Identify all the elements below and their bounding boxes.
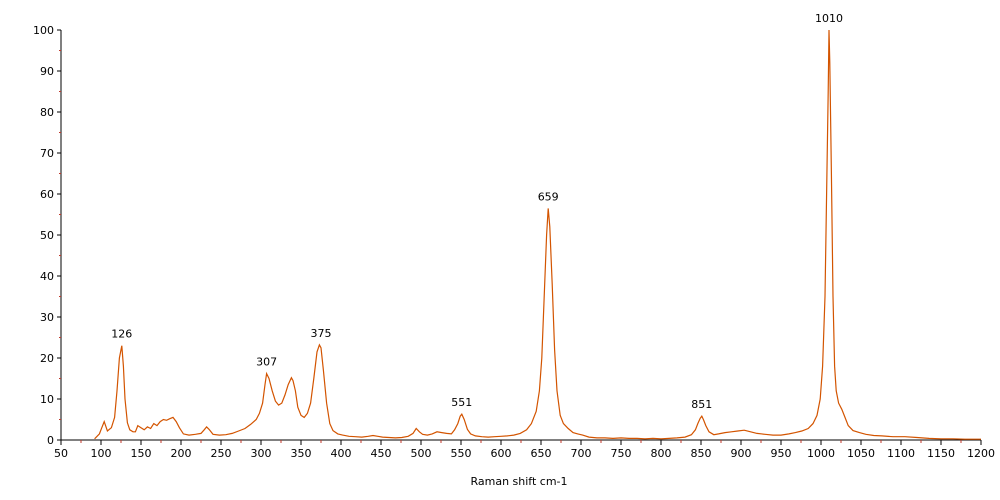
- x-tick-label: 1100: [887, 447, 915, 460]
- x-tick-label: 200: [171, 447, 192, 460]
- x-tick-label: 450: [371, 447, 392, 460]
- x-tick-label: 850: [691, 447, 712, 460]
- x-tick-label: 400: [331, 447, 352, 460]
- y-tick-label: 90: [40, 65, 54, 78]
- y-tick-label: 80: [40, 106, 54, 119]
- x-tick-label: 500: [411, 447, 432, 460]
- x-tick-label: 50: [54, 447, 68, 460]
- y-tick-label: 70: [40, 147, 54, 160]
- spectrum-line: [94, 29, 981, 440]
- x-tick-label: 100: [91, 447, 112, 460]
- y-tick-label: 100: [33, 24, 54, 37]
- peak-labels: 126 307 375 551 659 851 1010: [111, 12, 843, 411]
- x-axis-ticks: 50 100 150 200 250 300 350 400 450 500 550 600 650 70…: [54, 440, 995, 460]
- peak-label: 551: [451, 396, 472, 409]
- peak-label: 375: [311, 327, 332, 340]
- x-axis-label: Raman shift cm-1: [470, 475, 567, 488]
- y-tick-label: 40: [40, 270, 54, 283]
- axes: [60, 30, 981, 441]
- plot-area: [94, 29, 981, 440]
- x-tick-label: 800: [651, 447, 672, 460]
- peak-label: 1010: [815, 12, 843, 25]
- x-tick-label: 1200: [967, 447, 995, 460]
- x-tick-label: 650: [531, 447, 552, 460]
- x-tick-label: 950: [771, 447, 792, 460]
- x-tick-label: 1150: [927, 447, 955, 460]
- x-tick-label: 150: [131, 447, 152, 460]
- y-tick-label: 20: [40, 352, 54, 365]
- x-tick-label: 350: [291, 447, 312, 460]
- peak-label: 126: [111, 328, 132, 341]
- x-tick-label: 750: [611, 447, 632, 460]
- y-tick-label: 10: [40, 393, 54, 406]
- peak-label: 851: [691, 398, 712, 411]
- x-tick-label: 550: [451, 447, 472, 460]
- x-tick-label: 700: [571, 447, 592, 460]
- y-tick-label: 0: [47, 434, 54, 447]
- x-tick-label: 250: [211, 447, 232, 460]
- x-tick-label: 900: [731, 447, 752, 460]
- peak-label: 659: [538, 190, 559, 203]
- x-tick-label: 1050: [847, 447, 875, 460]
- y-axis-ticks: 0 10 20 30 40 50 60 70 80 90 100: [33, 24, 61, 447]
- x-tick-label: 1000: [807, 447, 835, 460]
- y-tick-label: 50: [40, 229, 54, 242]
- y-tick-label: 30: [40, 311, 54, 324]
- x-tick-label: 300: [251, 447, 272, 460]
- x-tick-label: 600: [491, 447, 512, 460]
- peak-label: 307: [256, 356, 277, 369]
- y-tick-label: 60: [40, 188, 54, 201]
